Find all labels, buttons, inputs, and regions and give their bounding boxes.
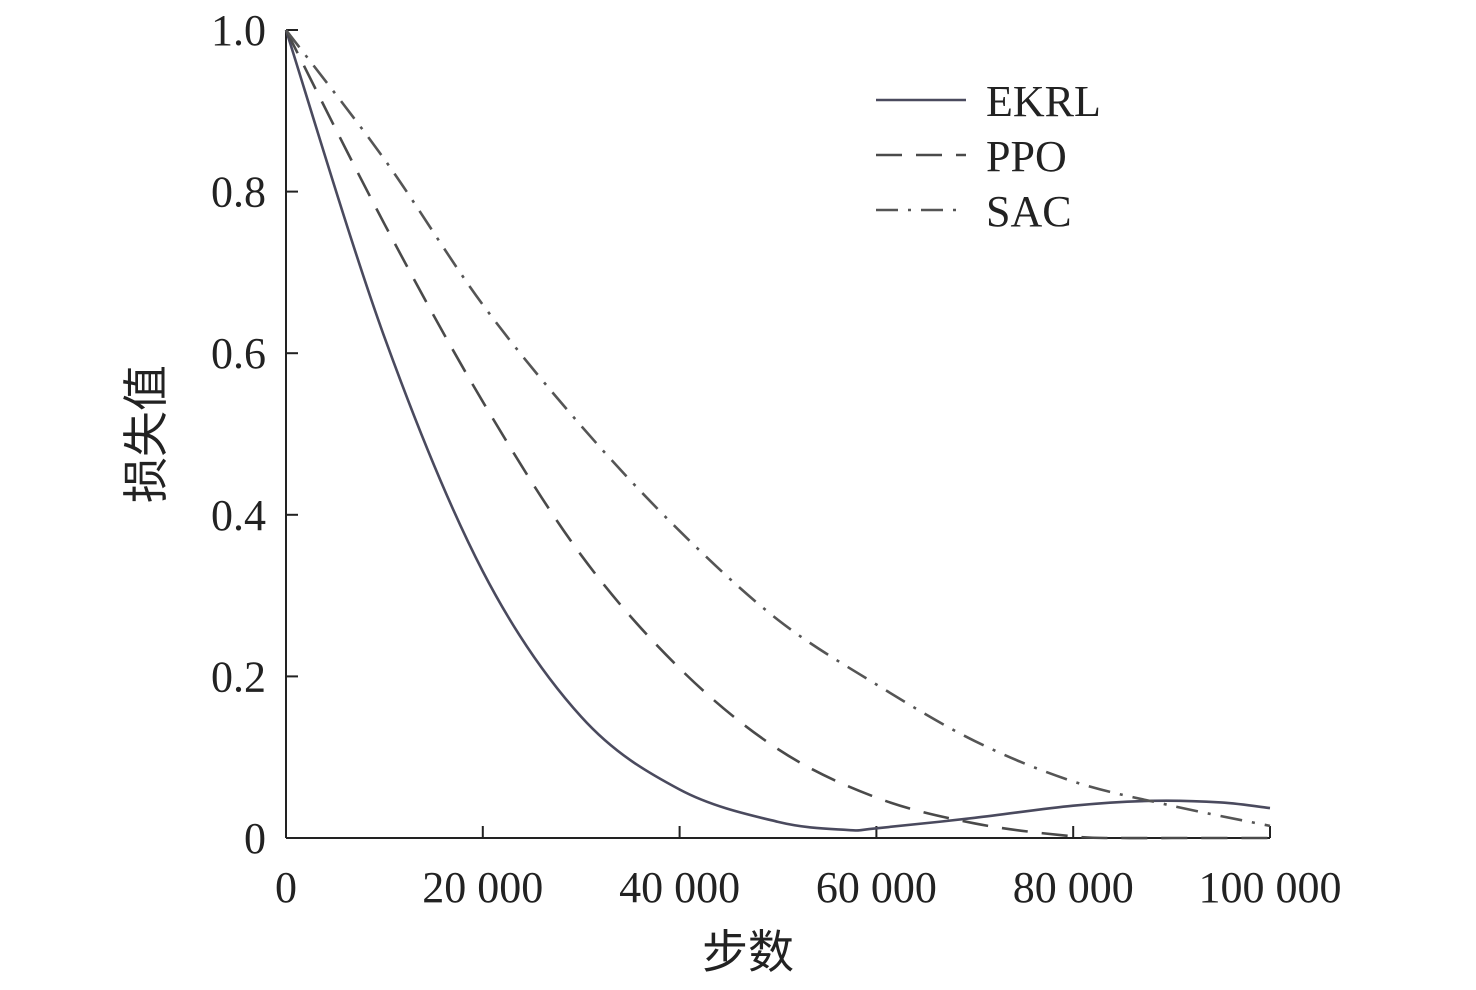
- series-line-ekrl: [284, 29, 1271, 832]
- x-tick-label: 80 000: [1013, 863, 1134, 912]
- y-tick-label: 0.8: [211, 168, 266, 217]
- series-line-ppo: [284, 29, 1270, 840]
- legend-label-ppo: PPO: [986, 132, 1067, 181]
- x-axis-title: 步数: [702, 927, 794, 978]
- y-tick-label: 0: [244, 814, 266, 863]
- x-tick-label: 20 000: [422, 863, 543, 912]
- x-tick-label: 100 000: [1199, 863, 1342, 912]
- legend-label-sac: SAC: [986, 187, 1072, 236]
- series-line-sac: [284, 29, 1271, 828]
- series-lines: [284, 29, 1271, 840]
- x-tick-label: 40 000: [619, 863, 740, 912]
- axes: 0 20 000 40 000 60 000 80 000 100 000 0 0.2 0.4 0…: [211, 6, 1342, 912]
- legend: EKRL PPO SAC: [876, 77, 1101, 236]
- x-tick-label: 60 000: [816, 863, 937, 912]
- y-axis-title: 损失值: [121, 365, 172, 503]
- y-tick-label: 0.2: [211, 652, 266, 701]
- y-tick-label: 1.0: [211, 6, 266, 55]
- legend-label-ekrl: EKRL: [986, 77, 1101, 126]
- y-tick-label: 0.4: [211, 491, 266, 540]
- x-tick-label: 0: [275, 863, 297, 912]
- y-tick-label: 0.6: [211, 329, 266, 378]
